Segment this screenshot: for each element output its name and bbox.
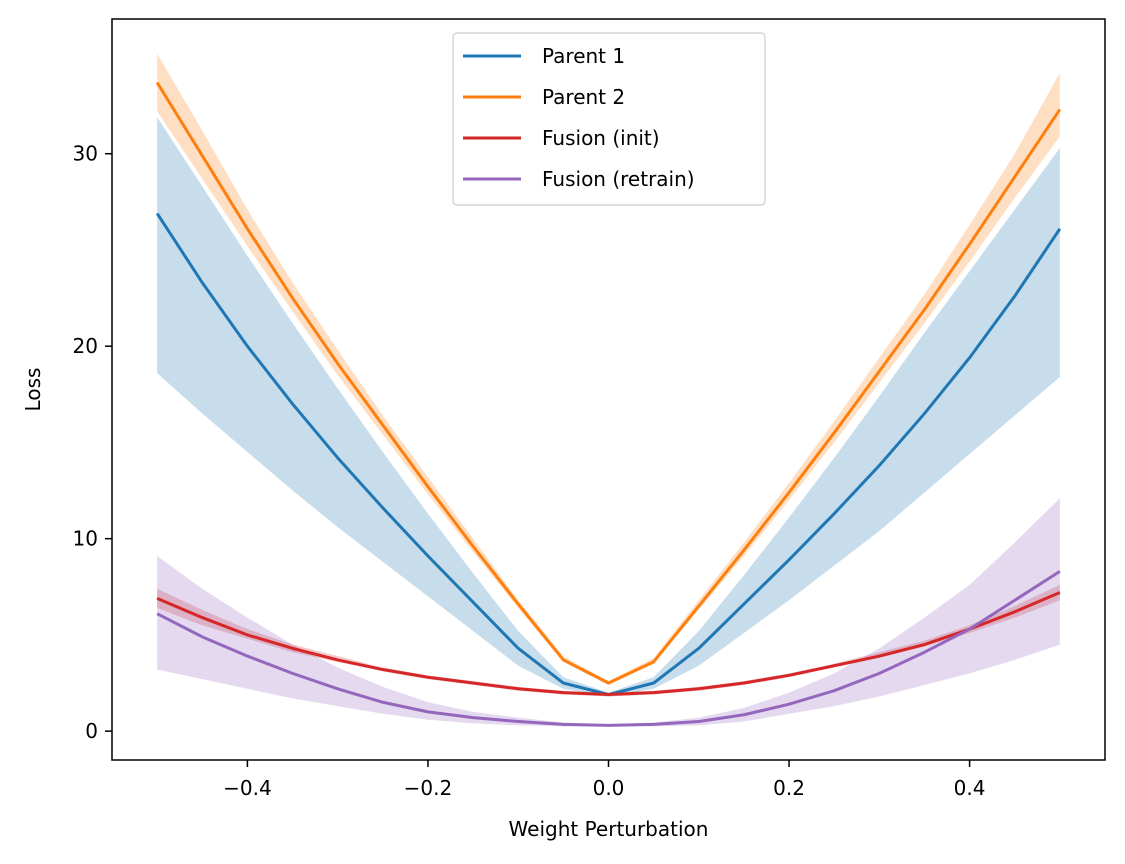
x-tick-label: 0.4 — [954, 776, 986, 800]
y-axis-label: Loss — [21, 368, 45, 412]
y-axis-ticks: 0 10 20 30 — [73, 142, 112, 743]
x-axis-label: Weight Perturbation — [509, 817, 709, 841]
x-tick-label: −0.4 — [223, 776, 272, 800]
series-lines — [155, 81, 1062, 727]
x-axis-ticks: −0.4 −0.2 0.0 0.2 0.4 — [223, 760, 985, 800]
fusion-init-line — [156, 591, 1061, 697]
y-tick-label: 0 — [85, 719, 98, 743]
x-tick-label: 0.0 — [593, 776, 625, 800]
x-tick-label: 0.2 — [773, 776, 805, 800]
parent-1-legend-label: Parent 1 — [542, 44, 625, 68]
parent-1-band — [157, 117, 1060, 697]
parent-2-line — [155, 81, 1062, 685]
legend: Parent 1 Parent 2 Fusion (init) Fusion (ret… — [452, 32, 766, 206]
y-tick-label: 10 — [73, 527, 98, 551]
y-tick-label: 30 — [73, 142, 98, 166]
y-tick-label: 20 — [73, 334, 98, 358]
fusion-init-legend-label: Fusion (init) — [542, 126, 660, 150]
legend-box — [452, 32, 766, 206]
parent-2-legend-label: Parent 2 — [542, 85, 625, 109]
fusion-retrain-line — [156, 570, 1061, 727]
x-tick-label: −0.2 — [404, 776, 453, 800]
fusion-retrain-legend-label: Fusion (retrain) — [542, 167, 695, 191]
